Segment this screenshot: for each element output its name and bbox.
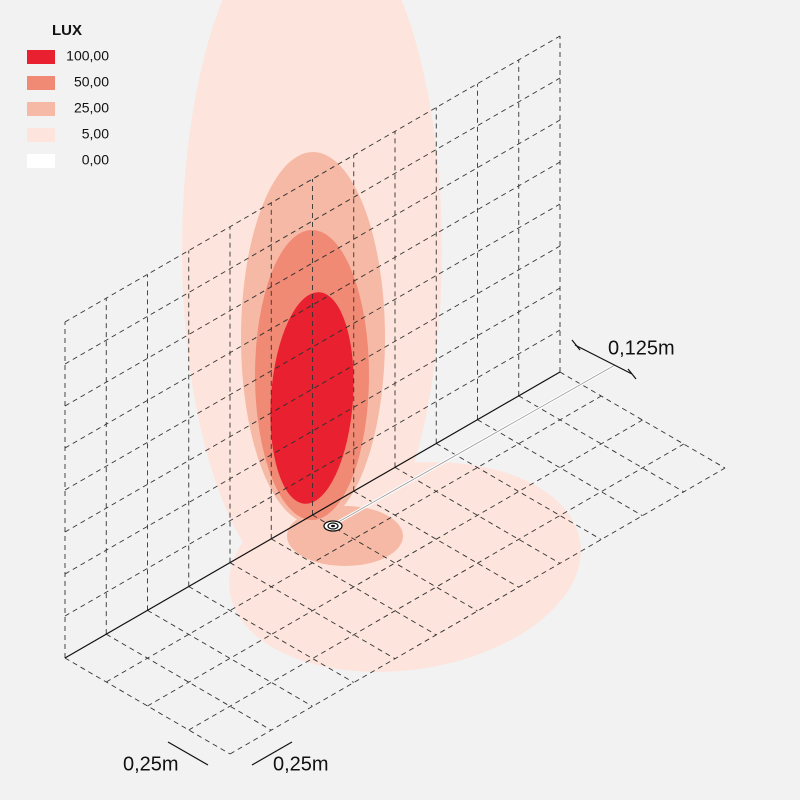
legend-swatch	[27, 50, 55, 64]
grid-line	[436, 443, 602, 540]
grid-line	[559, 371, 726, 469]
legend-label: 50,00	[74, 74, 109, 90]
depth-label: 0,125m	[608, 337, 675, 359]
legend: 100,00 50,00 25,00 5,00 0,00	[27, 48, 109, 168]
grid-line	[106, 633, 272, 731]
fixture-line-edge	[332, 364, 616, 526]
legend-swatch	[27, 128, 55, 142]
legend-title: LUX	[52, 22, 82, 39]
grid	[64, 35, 726, 755]
grid-line	[188, 586, 354, 683]
dimensions	[167, 339, 637, 766]
legend-swatch	[27, 102, 55, 116]
grid-line	[353, 490, 519, 588]
grid-line	[64, 657, 231, 755]
grid-line	[271, 538, 437, 636]
isolux	[182, 0, 581, 672]
grid-line	[477, 419, 643, 517]
grid-line	[147, 609, 313, 707]
cell-x-label: 0,25m	[123, 753, 179, 775]
legend-label: 25,00	[74, 100, 109, 116]
wall-base	[64, 371, 561, 659]
legend-label: 100,00	[66, 48, 109, 64]
legend-label: 5,00	[82, 126, 109, 142]
legend-swatch	[27, 154, 55, 168]
legend-swatch	[27, 76, 55, 90]
fixture	[323, 520, 343, 532]
grid-line	[394, 466, 561, 564]
cell-y-label: 0,25m	[273, 753, 329, 775]
wall-zone-100	[270, 292, 354, 504]
grid-line	[312, 514, 478, 612]
grid-line	[229, 562, 396, 660]
grid-line	[518, 395, 684, 493]
legend-label: 0,00	[82, 152, 109, 168]
